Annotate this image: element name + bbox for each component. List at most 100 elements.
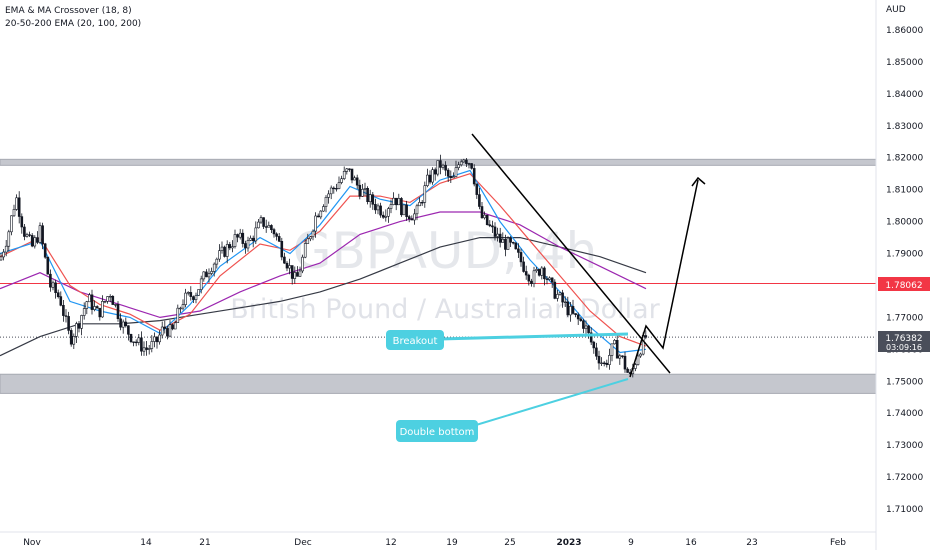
candle	[537, 268, 541, 277]
candle	[30, 233, 34, 248]
candle	[98, 307, 102, 321]
candle	[17, 191, 21, 224]
price-axis[interactable]: 1.86000 1.85000 1.84000 1.83000 1.82000 1.810…	[886, 26, 923, 515]
downtrend-line[interactable]	[471, 133, 671, 374]
candle	[472, 164, 476, 187]
candle	[348, 168, 351, 172]
candle	[129, 333, 133, 344]
candle	[509, 236, 512, 247]
candle	[233, 229, 237, 249]
candle	[241, 229, 245, 248]
candle	[353, 175, 356, 181]
candle	[90, 289, 94, 315]
time-axis[interactable]: Nov 14 21 Dec 12 19 25 2023 9 16 23 Feb	[23, 538, 846, 548]
candle	[514, 242, 518, 250]
plot-area[interactable]	[0, 0, 876, 532]
red-level-marker: 1.78062	[878, 277, 930, 291]
price-tick-label: 1.80000	[886, 218, 923, 228]
candle	[366, 186, 369, 205]
price-tick-label: 1.73000	[886, 441, 923, 451]
price-tick-label: 1.84000	[886, 90, 923, 100]
support-zone[interactable]	[0, 373, 877, 394]
candle	[43, 242, 47, 259]
candle	[249, 235, 252, 242]
candle	[283, 252, 286, 264]
ema200-line[interactable]	[0, 237, 647, 357]
candle	[415, 203, 419, 221]
candle	[407, 214, 411, 223]
time-tick-label: 23	[746, 538, 757, 548]
candle	[449, 170, 453, 183]
candle	[54, 279, 57, 299]
ema-fast-line[interactable]	[0, 173, 647, 347]
candle	[114, 303, 117, 308]
candle	[199, 275, 203, 294]
candle	[280, 237, 284, 261]
candle	[46, 256, 50, 275]
breakout-callout[interactable]: Breakout	[386, 330, 444, 350]
candle	[124, 317, 128, 328]
candle	[111, 295, 115, 305]
candle	[41, 222, 44, 250]
candle	[574, 313, 577, 318]
candle	[12, 204, 16, 217]
indicator-legend-2[interactable]: 20-50-200 EMA (20, 100, 200)	[5, 19, 141, 29]
candle	[210, 267, 213, 276]
candle	[316, 213, 320, 218]
double-bottom-label: Double bottom	[400, 427, 475, 438]
candle	[319, 210, 323, 220]
candle	[59, 291, 63, 307]
candle	[88, 292, 91, 303]
candle	[636, 351, 640, 366]
candle	[522, 256, 525, 273]
candle	[457, 161, 460, 171]
candle	[595, 342, 598, 360]
time-tick-label: 9	[628, 538, 634, 548]
candle	[340, 175, 343, 185]
projection-arrow-path[interactable]	[629, 179, 699, 378]
candle	[270, 224, 273, 233]
candle	[433, 167, 437, 181]
candle	[462, 158, 466, 163]
candle	[218, 244, 221, 262]
candle	[504, 234, 507, 257]
candle	[545, 276, 549, 285]
price-tick-label: 1.85000	[886, 58, 923, 68]
candle	[10, 215, 13, 236]
price-tick-label: 1.86000	[886, 26, 923, 36]
candle	[376, 203, 380, 215]
candle	[103, 300, 107, 304]
candle	[75, 321, 78, 343]
candle	[371, 192, 375, 210]
candle	[550, 277, 554, 288]
candle	[465, 158, 468, 167]
candle	[498, 227, 502, 248]
indicator-legend-1[interactable]: EMA & MA Crossover (18, 8)	[5, 6, 132, 16]
candle	[277, 233, 281, 242]
candle	[192, 295, 195, 303]
candle	[576, 312, 580, 325]
candle	[20, 213, 24, 234]
candle	[444, 161, 447, 176]
candle	[306, 233, 310, 244]
candle	[257, 219, 260, 229]
candle	[166, 325, 169, 340]
breakout-pointer	[439, 332, 629, 341]
candle	[381, 211, 385, 219]
candle	[189, 286, 193, 301]
double-bottom-callout[interactable]: Double bottom	[396, 420, 478, 442]
time-tick-label: 12	[385, 538, 396, 548]
candle	[324, 195, 328, 213]
candle	[475, 183, 479, 199]
candle	[345, 168, 349, 175]
candle	[186, 291, 190, 296]
candle	[155, 336, 159, 349]
candle	[49, 269, 52, 292]
candle	[303, 239, 307, 259]
candle	[569, 302, 572, 322]
candle	[584, 320, 588, 334]
price-tick-label: 1.74000	[886, 409, 923, 419]
candle	[15, 194, 18, 211]
candle	[602, 361, 606, 367]
